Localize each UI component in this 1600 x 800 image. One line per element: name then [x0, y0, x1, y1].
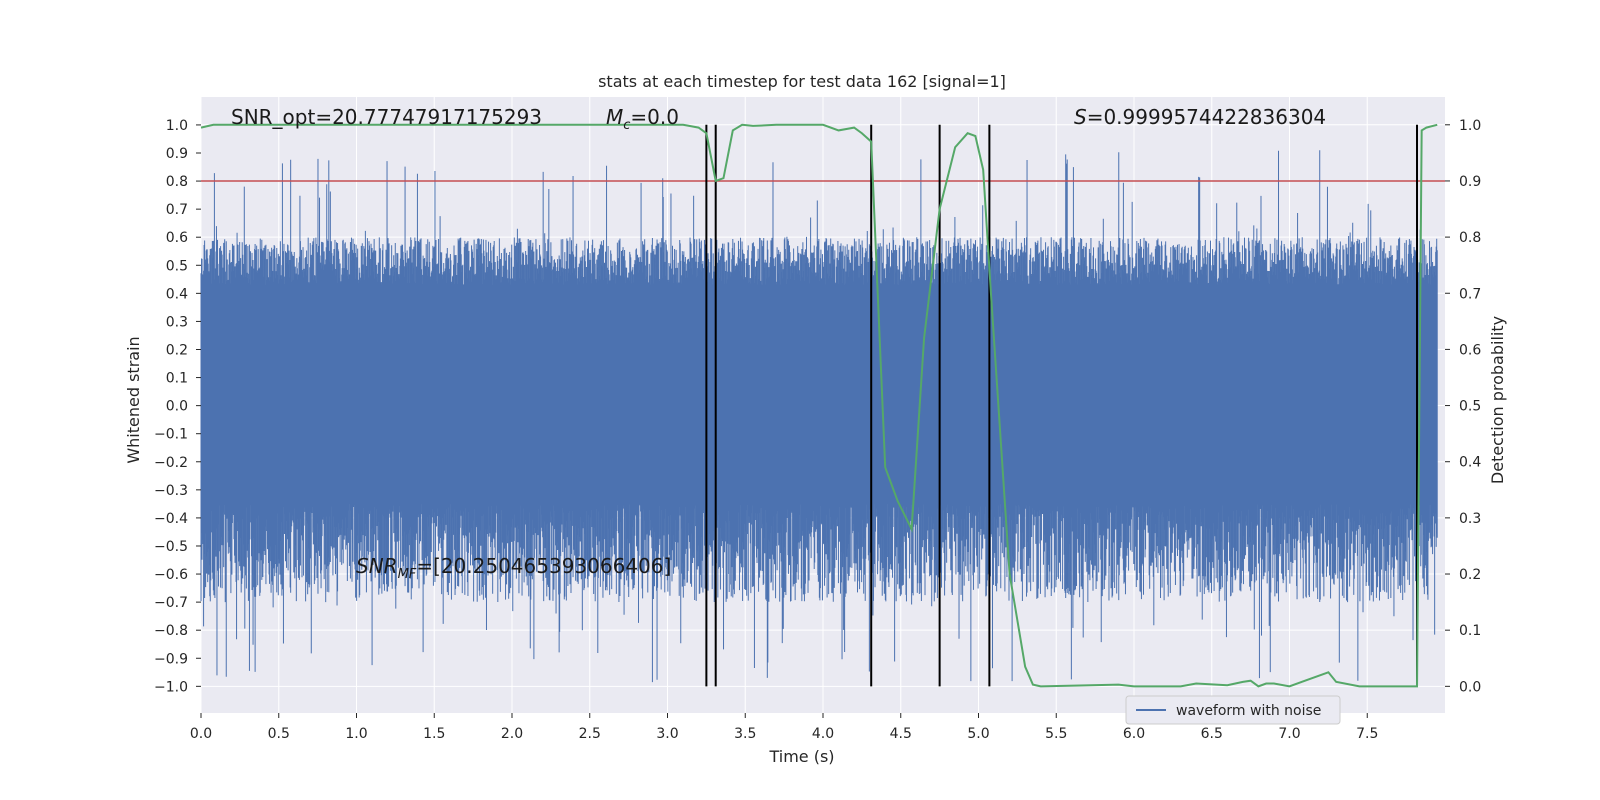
y-tick-label-7: 0.3 — [166, 314, 188, 330]
x-tick-label-7: 3.5 — [734, 726, 756, 742]
x-axis-ticks: 0.0 0.5 1.0 1.5 2.0 2.5 3.0 3.5 4.0 4.5 5.0 5.5 6.0 6… — [190, 713, 1378, 742]
y-tick-label-0: 1.0 — [166, 118, 188, 134]
x-tick-label-5: 2.5 — [579, 726, 601, 742]
annotation-s: S=0.9999574422836304 — [1074, 105, 1326, 129]
y-tick-label-4: 0.6 — [166, 230, 188, 246]
y2-tick-label-4: 0.6 — [1459, 342, 1481, 358]
y2-tick-label-1: 0.9 — [1459, 174, 1481, 190]
y-tick-label-20: −1.0 — [154, 679, 188, 695]
y-tick-label-6: 0.4 — [166, 286, 188, 302]
annotation-snr-opt: SNR_opt=20.77747917175293 — [231, 105, 542, 129]
annotation-snr-mf: SNRMF=[20.250465393066406] — [356, 554, 671, 582]
strain-trace — [200, 150, 1438, 683]
y-tick-label-10: 0.0 — [166, 399, 188, 415]
y-tick-label-15: −0.5 — [154, 539, 188, 555]
y-axis-label: Whitened strain — [124, 336, 143, 463]
y-tick-label-12: −0.2 — [154, 455, 188, 471]
x-tick-label-12: 6.0 — [1123, 726, 1145, 742]
x-tick-label-9: 4.5 — [890, 726, 912, 742]
annotation-mc: Mc=0.0 — [606, 105, 679, 133]
y-tick-label-2: 0.8 — [166, 174, 188, 190]
x-tick-label-8: 4.0 — [812, 726, 834, 742]
x-tick-label-2: 1.0 — [345, 726, 367, 742]
y-tick-label-16: −0.6 — [154, 567, 188, 583]
x-tick-label-1: 0.5 — [268, 726, 290, 742]
legend-frame — [1125, 695, 1341, 725]
y2-tick-label-5: 0.5 — [1459, 399, 1481, 415]
y2-tick-label-0: 1.0 — [1459, 118, 1481, 134]
y-tick-label-19: −0.9 — [154, 651, 188, 667]
y2-tick-label-8: 0.2 — [1459, 567, 1481, 583]
y2-tick-label-6: 0.4 — [1459, 455, 1481, 471]
x-tick-label-13: 6.5 — [1201, 726, 1223, 742]
y2-axis-ticks: 1.0 0.9 0.8 0.7 0.6 0.5 0.4 0.3 0.2 0.1 0.0 — [1445, 118, 1481, 695]
chart-title: stats at each timestep for test data 162… — [598, 72, 1006, 91]
x-tick-label-6: 3.0 — [656, 726, 678, 742]
x-tick-label-10: 5.0 — [967, 726, 989, 742]
y-tick-label-3: 0.7 — [166, 202, 188, 218]
y-tick-label-8: 0.2 — [166, 342, 188, 358]
y2-tick-label-9: 0.1 — [1459, 623, 1481, 639]
series-waveform-with-noise — [200, 150, 1438, 683]
x-axis-label: Time (s) — [768, 747, 834, 766]
y2-tick-label-2: 0.8 — [1459, 230, 1481, 246]
y2-tick-label-7: 0.3 — [1459, 511, 1481, 527]
legend-label-waveform: waveform with noise — [1176, 703, 1321, 719]
y-tick-label-5: 0.5 — [166, 258, 188, 274]
legend: waveform with noise — [1125, 695, 1341, 725]
y-tick-label-11: −0.1 — [154, 427, 188, 443]
x-tick-label-14: 7.0 — [1278, 726, 1300, 742]
x-tick-label-0: 0.0 — [190, 726, 212, 742]
y-tick-label-13: −0.3 — [154, 483, 188, 499]
y-tick-label-17: −0.7 — [154, 595, 188, 611]
x-tick-label-15: 7.5 — [1356, 726, 1378, 742]
x-tick-label-3: 1.5 — [423, 726, 445, 742]
y2-axis-label: Detection probability — [1488, 316, 1507, 484]
y-tick-label-14: −0.4 — [154, 511, 188, 527]
y-axis-ticks: 1.0 0.9 0.8 0.7 0.6 0.5 0.4 0.3 0.2 0.1 0.0 −0.1 −0.… — [154, 118, 201, 695]
y2-tick-label-10: 0.0 — [1459, 679, 1481, 695]
series-detection-probability — [200, 123, 1438, 688]
y2-tick-label-3: 0.7 — [1459, 286, 1481, 302]
x-tick-label-11: 5.5 — [1045, 726, 1067, 742]
x-tick-label-4: 2.0 — [501, 726, 523, 742]
y-tick-label-1: 0.9 — [166, 146, 188, 162]
y-tick-label-18: −0.8 — [154, 623, 188, 639]
y-tick-label-9: 0.1 — [166, 371, 188, 387]
